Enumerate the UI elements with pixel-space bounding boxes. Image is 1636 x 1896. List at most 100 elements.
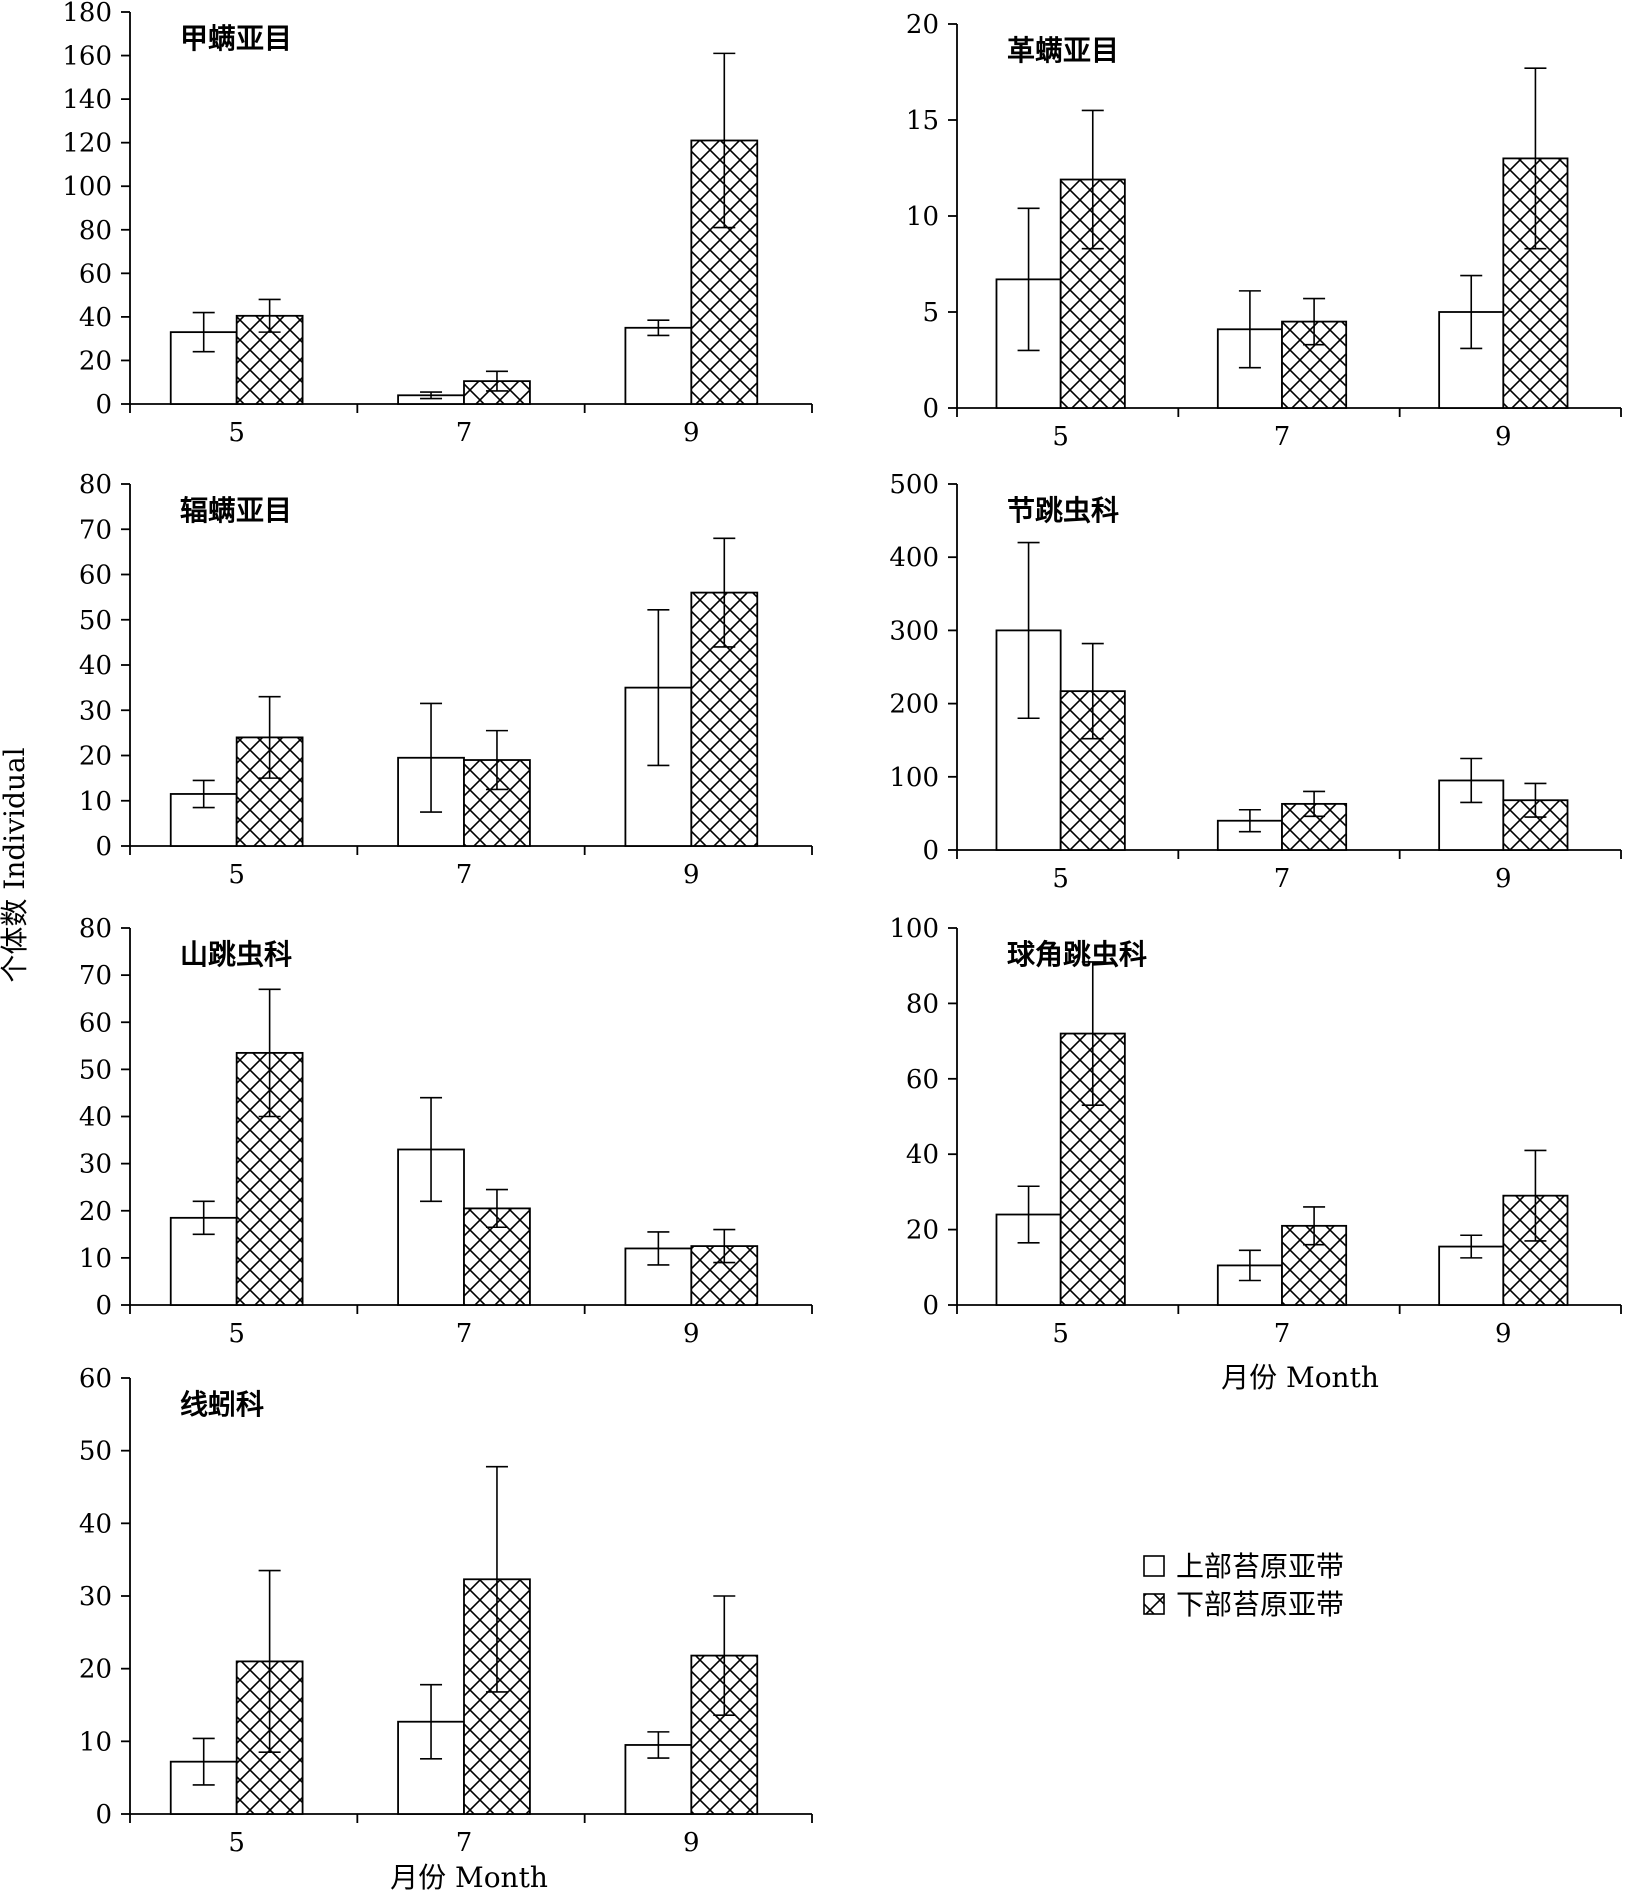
y-tick-label: 40 [79, 1103, 112, 1133]
x-tick-label: 9 [1495, 422, 1512, 452]
bar-upper-9 [624, 326, 693, 405]
y-tick-label: 300 [889, 616, 939, 646]
legend-swatch-upper [1143, 1555, 1165, 1577]
y-tick-label: 80 [79, 914, 112, 944]
y-tick-label: 40 [79, 303, 112, 333]
y-tick-label: 20 [906, 1216, 939, 1246]
x-tick-label: 9 [1495, 1319, 1512, 1349]
x-tick-label: 5 [228, 418, 245, 448]
y-tick-label: 0 [922, 836, 939, 866]
chart-panel-1: 0 20 40 60 80 100 120 140 160 180 5 7 9 甲螨亚目 [62, 0, 813, 448]
chart-panel-5: 0 10 20 30 40 50 60 70 80 5 7 9 山跳虫科 [79, 914, 813, 1349]
y-tick-label: 40 [906, 1140, 939, 1170]
y-tick-label: 20 [79, 742, 112, 772]
y-tick-label: 30 [79, 696, 112, 726]
x-tick-label: 5 [228, 1828, 245, 1858]
y-tick-label: 0 [922, 1291, 939, 1321]
y-tick-label: 40 [79, 1509, 112, 1539]
y-tick-label: 180 [62, 0, 112, 28]
y-tick-label: 80 [79, 216, 112, 246]
panel-title: 甲螨亚目 [180, 22, 292, 55]
y-tick-label: 60 [906, 1065, 939, 1095]
chart-panel-7: 0 10 20 30 40 50 60 5 7 9 线蚓科 [79, 1364, 813, 1858]
panel-title: 球角跳虫科 [1007, 938, 1147, 971]
y-tick-label: 60 [79, 1364, 112, 1394]
y-tick-label: 200 [889, 690, 939, 720]
panel-title: 节跳虫科 [1007, 494, 1119, 527]
x-tick-label: 7 [456, 418, 473, 448]
y-tick-label: 5 [922, 298, 939, 328]
y-tick-label: 70 [79, 961, 112, 991]
y-tick-label: 70 [79, 515, 112, 545]
y-tick-label: 160 [62, 42, 112, 72]
y-tick-label: 50 [79, 1437, 112, 1467]
y-tick-label: 15 [906, 106, 939, 136]
y-tick-label: 20 [79, 1655, 112, 1685]
y-tick-label: 30 [79, 1582, 112, 1612]
panel-title: 线蚓科 [180, 1388, 264, 1421]
x-tick-label: 5 [1052, 422, 1069, 452]
y-tick-label: 10 [79, 787, 112, 817]
y-tick-label: 100 [889, 763, 939, 793]
y-tick-label: 40 [79, 651, 112, 681]
y-tick-label: 10 [79, 1244, 112, 1274]
legend-label-lower: 下部苔原亚带 [1176, 1588, 1344, 1621]
x-tick-label: 9 [683, 1319, 700, 1349]
y-tick-label: 0 [95, 1800, 112, 1830]
x-tick-label: 7 [1274, 864, 1291, 894]
y-tick-label: 60 [79, 259, 112, 289]
y-tick-label: 100 [62, 172, 112, 202]
x-tick-label: 7 [456, 1828, 473, 1858]
y-tick-label: 80 [79, 470, 112, 500]
x-tick-label: 9 [683, 860, 700, 890]
chart-panel-3: 0 10 20 30 40 50 60 70 80 5 7 9 辐螨亚目 [79, 470, 813, 890]
y-tick-label: 50 [79, 606, 112, 636]
x-axis-title-right: 月份 Month [1221, 1361, 1379, 1394]
chart-panel-4: 0 100 200 300 400 500 5 7 9 节跳虫科 [889, 470, 1622, 894]
bar-upper-9 [624, 1744, 693, 1815]
y-tick-label: 140 [62, 85, 112, 115]
x-tick-label: 7 [456, 1319, 473, 1349]
y-tick-label: 30 [79, 1150, 112, 1180]
legend: 上部苔原亚带 下部苔原亚带 [1143, 1550, 1344, 1621]
x-tick-label: 5 [1052, 1319, 1069, 1349]
x-tick-label: 5 [228, 1319, 245, 1349]
y-tick-label: 20 [906, 10, 939, 40]
y-tick-label: 500 [889, 470, 939, 500]
y-tick-label: 20 [79, 346, 112, 376]
y-tick-label: 0 [95, 390, 112, 420]
chart-panel-2: 0 5 10 15 20 5 7 9 革螨亚目 [906, 10, 1622, 452]
y-tick-label: 100 [889, 914, 939, 944]
y-tick-label: 20 [79, 1197, 112, 1227]
y-tick-label: 120 [62, 129, 112, 159]
x-tick-label: 5 [1052, 864, 1069, 894]
x-tick-label: 9 [683, 418, 700, 448]
x-tick-label: 7 [456, 860, 473, 890]
x-tick-label: 9 [1495, 864, 1512, 894]
y-tick-label: 0 [922, 394, 939, 424]
bar-upper-5 [169, 331, 238, 405]
x-tick-label: 7 [1274, 422, 1291, 452]
y-tick-label: 60 [79, 1008, 112, 1038]
y-tick-label: 10 [79, 1727, 112, 1757]
x-tick-label: 5 [228, 860, 245, 890]
legend-label-upper: 上部苔原亚带 [1176, 1550, 1344, 1583]
panel-title: 辐螨亚目 [180, 494, 292, 527]
panel-title: 山跳虫科 [180, 938, 292, 971]
y-axis-title: 个体数 Individual [0, 747, 31, 982]
panel-title: 革螨亚目 [1007, 34, 1119, 67]
y-tick-label: 50 [79, 1055, 112, 1085]
legend-swatch-lower [1143, 1593, 1165, 1615]
y-tick-label: 400 [889, 543, 939, 573]
x-tick-label: 7 [1274, 1319, 1291, 1349]
y-tick-label: 80 [906, 989, 939, 1019]
y-tick-label: 0 [95, 1291, 112, 1321]
x-tick-label: 9 [683, 1828, 700, 1858]
y-tick-label: 0 [95, 832, 112, 862]
y-tick-label: 60 [79, 561, 112, 591]
y-tick-label: 10 [906, 202, 939, 232]
chart-panel-6: 0 20 40 60 80 100 5 7 9 球角跳虫科 [889, 914, 1622, 1349]
x-axis-title-bottom: 月份 Month [390, 1861, 548, 1894]
